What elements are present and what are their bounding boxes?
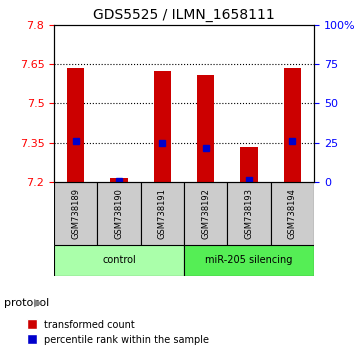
Bar [284, 68, 301, 182]
Title: GDS5525 / ILMN_1658111: GDS5525 / ILMN_1658111 [93, 8, 275, 22]
Text: GSM738190: GSM738190 [115, 188, 123, 239]
Bar [240, 147, 258, 182]
Bar [154, 70, 171, 182]
FancyBboxPatch shape [141, 182, 184, 245]
Text: protocol: protocol [4, 298, 49, 308]
FancyBboxPatch shape [184, 182, 227, 245]
Bar [110, 178, 128, 182]
FancyBboxPatch shape [184, 245, 314, 276]
Legend: transformed count, percentile rank within the sample: transformed count, percentile rank withi… [23, 316, 213, 349]
Text: control: control [102, 256, 136, 266]
Text: GSM738194: GSM738194 [288, 188, 297, 239]
Text: GSM738189: GSM738189 [71, 188, 80, 239]
Text: GSM738191: GSM738191 [158, 188, 167, 239]
Text: ▶: ▶ [34, 298, 43, 308]
FancyBboxPatch shape [271, 182, 314, 245]
FancyBboxPatch shape [97, 182, 141, 245]
FancyBboxPatch shape [227, 182, 271, 245]
Bar [197, 75, 214, 182]
Bar [67, 68, 84, 182]
Text: miR-205 silencing: miR-205 silencing [205, 256, 293, 266]
Text: GSM738193: GSM738193 [245, 188, 253, 239]
FancyBboxPatch shape [54, 182, 97, 245]
Text: GSM738192: GSM738192 [201, 188, 210, 239]
FancyBboxPatch shape [54, 245, 184, 276]
